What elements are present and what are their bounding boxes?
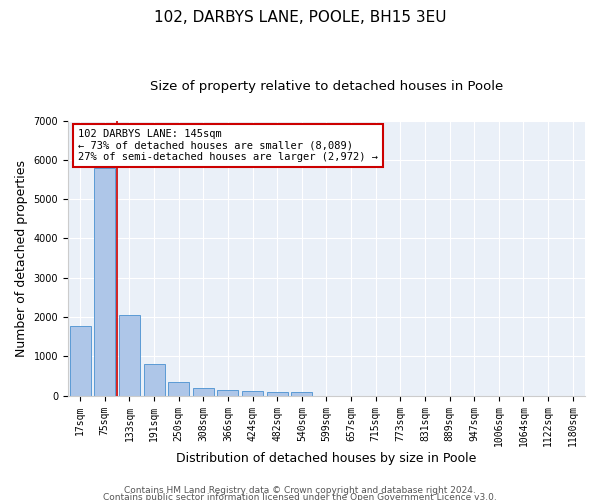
Title: Size of property relative to detached houses in Poole: Size of property relative to detached ho…	[150, 80, 503, 93]
Bar	[242, 392, 263, 396]
Bar	[217, 390, 238, 396]
Bar	[292, 392, 312, 396]
Bar	[267, 392, 287, 396]
Bar	[143, 364, 164, 396]
Y-axis label: Number of detached properties: Number of detached properties	[15, 160, 28, 356]
Bar	[168, 382, 189, 396]
Bar	[70, 326, 91, 396]
Bar	[94, 168, 115, 396]
Bar	[119, 314, 140, 396]
Text: Contains HM Land Registry data © Crown copyright and database right 2024.: Contains HM Land Registry data © Crown c…	[124, 486, 476, 495]
Bar	[193, 388, 214, 396]
Text: 102 DARBYS LANE: 145sqm
← 73% of detached houses are smaller (8,089)
27% of semi: 102 DARBYS LANE: 145sqm ← 73% of detache…	[78, 129, 378, 162]
Text: 102, DARBYS LANE, POOLE, BH15 3EU: 102, DARBYS LANE, POOLE, BH15 3EU	[154, 10, 446, 25]
X-axis label: Distribution of detached houses by size in Poole: Distribution of detached houses by size …	[176, 452, 476, 465]
Text: Contains public sector information licensed under the Open Government Licence v3: Contains public sector information licen…	[103, 494, 497, 500]
